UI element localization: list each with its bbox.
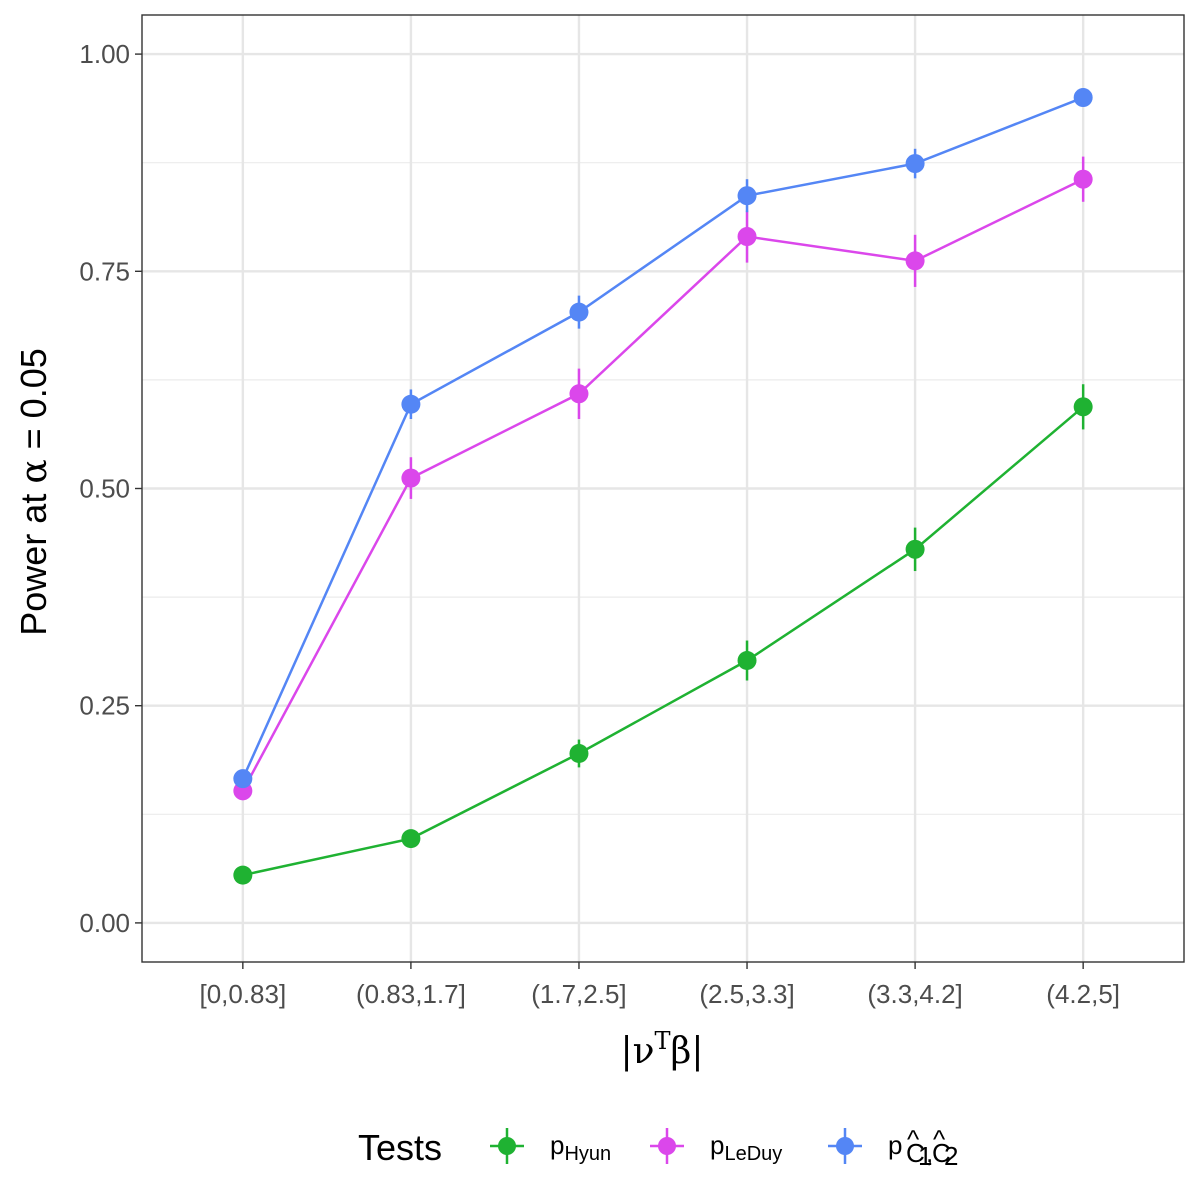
data-point — [569, 743, 589, 763]
series-line — [241, 178, 1084, 792]
x-tick-label: (1.7,2.5] — [531, 979, 626, 1009]
legend-label-c1c2-hat-1: ^ — [907, 1124, 920, 1154]
legend-label-c1c2: p C 1 , C 2 ^ ^ — [888, 1124, 958, 1171]
x-axis-title-beta: β — [671, 1031, 692, 1072]
x-axis-title-bar-left: | — [621, 1031, 633, 1072]
legend-label-leduy-p: p — [710, 1130, 724, 1160]
data-point — [1073, 169, 1093, 189]
data-point — [905, 539, 925, 559]
legend-label-leduy-sub: LeDuy — [724, 1143, 782, 1165]
legend-label-c1c2-sub-c1: C — [906, 1138, 925, 1168]
legend-label-c1c2-hat-2: ^ — [933, 1124, 946, 1154]
legend-label-c1c2-p: p — [888, 1130, 902, 1160]
legend-label-leduy: pLeDuy — [710, 1130, 782, 1165]
data-point — [905, 251, 925, 271]
x-axis-title: |νTβ| — [621, 1027, 704, 1072]
legend-label-c1c2-sub-c2: C — [932, 1138, 951, 1168]
data-point — [737, 651, 757, 671]
series-layer — [233, 88, 1093, 885]
series-line — [241, 96, 1084, 780]
x-tick-label: (3.3,4.2] — [867, 979, 962, 1009]
legend-label-hyun: pHyun — [550, 1130, 611, 1165]
x-tick-label: (2.5,3.3] — [699, 979, 794, 1009]
y-axis-title-main: Power at — [13, 484, 54, 636]
legend-title: Tests — [358, 1127, 442, 1168]
legend-label-c1c2-sub-2: 2 — [944, 1141, 958, 1171]
y-tick-label: 0.00 — [79, 908, 130, 938]
axis-ticks: 0.00 0.25 0.50 0.75 1.00 [0,0.83] (0.83,1.7] (1… — [79, 39, 1120, 1009]
x-tick-label: (4.2,5] — [1046, 979, 1120, 1009]
legend-label-hyun-p: p — [550, 1130, 564, 1160]
data-point — [233, 865, 253, 885]
series-2 — [233, 88, 1093, 789]
data-point — [233, 769, 253, 789]
series-0 — [233, 384, 1093, 885]
data-point — [905, 154, 925, 174]
legend-key-c1c2 — [828, 1128, 862, 1164]
data-point — [569, 302, 589, 322]
legend-label-hyun-sub: Hyun — [564, 1143, 611, 1165]
y-axis-title-alpha: α — [14, 459, 55, 483]
x-tick-label: [0,0.83] — [199, 979, 286, 1009]
y-tick-label: 0.25 — [79, 691, 130, 721]
y-axis-title-value: = 0.05 — [13, 348, 54, 459]
y-axis-title: Power at α = 0.05 — [13, 348, 55, 635]
data-point — [401, 394, 421, 414]
data-point — [569, 384, 589, 404]
x-axis-title-sup: T — [655, 1027, 671, 1055]
legend-label-c1c2-sub-comma: , — [926, 1138, 933, 1168]
y-tick-label: 0.75 — [79, 256, 130, 286]
legend-key-leduy — [650, 1128, 684, 1164]
data-point — [1073, 397, 1093, 417]
series-line — [242, 405, 1084, 877]
data-point — [737, 227, 757, 247]
legend-key-hyun — [490, 1128, 524, 1164]
x-axis-title-nu: ν — [633, 1031, 655, 1072]
x-tick-label: (0.83,1.7] — [356, 979, 466, 1009]
data-point — [1073, 88, 1093, 108]
x-axis-title-bar-right: | — [691, 1031, 703, 1072]
y-tick-label: 1.00 — [79, 39, 130, 69]
data-point — [401, 468, 421, 488]
y-tick-label: 0.50 — [79, 474, 130, 504]
data-point — [737, 186, 757, 206]
legend: Tests pHyun pLeDuy p C 1 , C 2 ^ ^ — [358, 1124, 958, 1171]
legend-label-c1c2-sub-1: 1 — [918, 1141, 932, 1171]
data-point — [401, 829, 421, 849]
